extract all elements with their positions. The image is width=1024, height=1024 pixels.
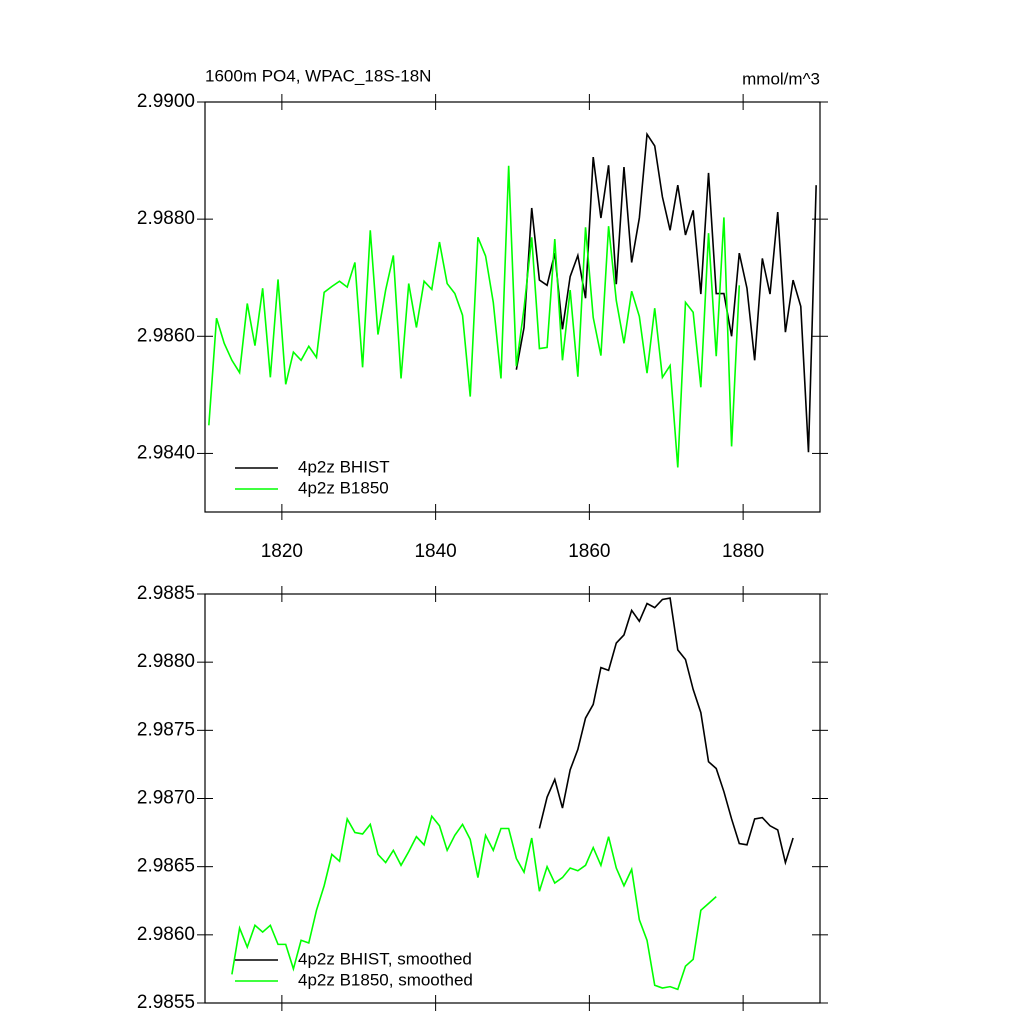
y-tick-label: 2.9875	[137, 719, 195, 740]
legend-label: 4p2z BHIST	[298, 457, 390, 476]
y-tick-label: 2.9870	[137, 788, 195, 809]
units-label: mmol/m^3	[742, 69, 820, 88]
data-line	[208, 165, 741, 468]
plot-frame	[204, 101, 821, 513]
y-tick-label: 2.9900	[137, 91, 195, 112]
x-tick-label: 1880	[722, 541, 764, 562]
y-tick-label: 2.9880	[137, 208, 195, 229]
y-tick-label: 2.9860	[137, 325, 195, 346]
x-tick-label: 1840	[414, 541, 456, 562]
y-tick-label: 2.9855	[137, 992, 195, 1013]
y-tick-label: 2.9865	[137, 856, 195, 877]
data-line	[538, 597, 794, 866]
y-tick-label: 2.9880	[137, 651, 195, 672]
legend-label: 4p2z BHIST, smoothed	[298, 949, 472, 968]
legend-label: 4p2z B1850	[298, 478, 389, 497]
data-line	[515, 131, 817, 453]
y-tick-label: 2.9860	[137, 924, 195, 945]
chart-title: 1600m PO4, WPAC_18S-18N	[205, 66, 431, 85]
plot-frame	[204, 593, 821, 1004]
y-tick-label: 2.9885	[137, 583, 195, 604]
x-tick-label: 1860	[568, 541, 610, 562]
y-tick-label: 2.9840	[137, 442, 195, 463]
data-line	[231, 814, 717, 991]
x-tick-label: 1820	[261, 541, 303, 562]
legend-label: 4p2z B1850, smoothed	[298, 970, 473, 989]
